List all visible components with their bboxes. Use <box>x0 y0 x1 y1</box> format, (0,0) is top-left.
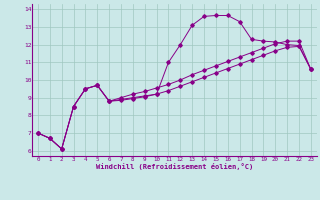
X-axis label: Windchill (Refroidissement éolien,°C): Windchill (Refroidissement éolien,°C) <box>96 163 253 170</box>
